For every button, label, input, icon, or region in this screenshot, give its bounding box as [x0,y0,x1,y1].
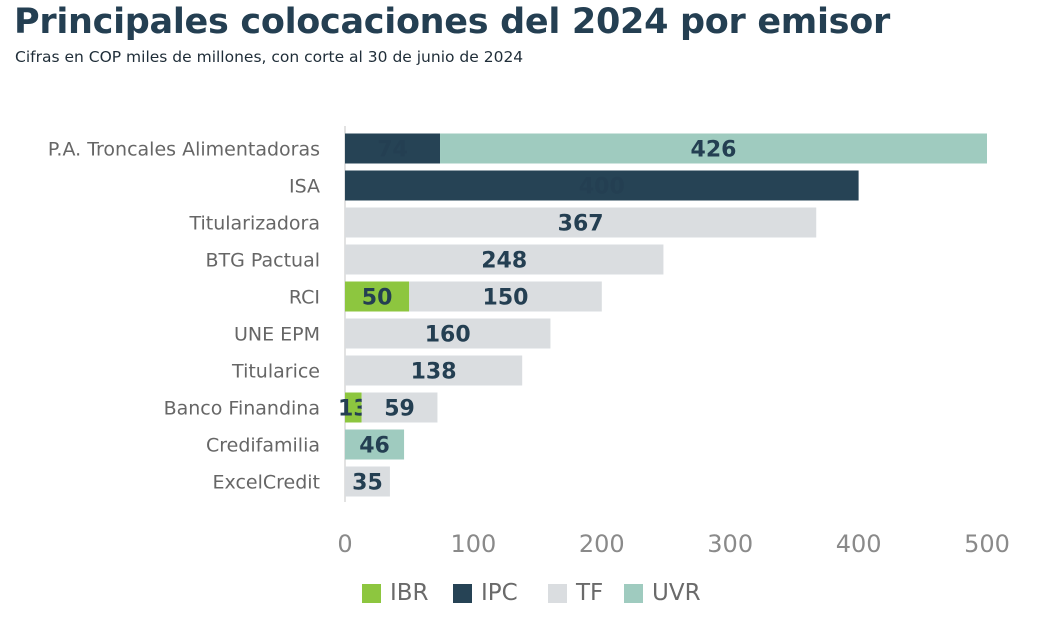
x-tick-label-500: 500 [964,530,1010,558]
category-label-btg-pactual: BTG Pactual [205,250,320,272]
bar-tf-titularice [345,355,523,386]
legend-label-ibr: IBR [390,580,429,606]
data-label-uvr-credifamilia: 46 [359,434,390,459]
legend-swatch-ibr [362,583,381,603]
x-tick-label-200: 200 [579,530,625,558]
bar-ibr-banco-finandina [345,392,362,423]
data-label-tf-une-epm: 160 [425,323,471,348]
category-label-credifamilia: Credifamilia [206,435,320,457]
bar-tf-banco-finandina [361,392,438,423]
x-tick-label-0: 0 [337,530,352,558]
data-label-ipc-isa: 400 [579,175,625,200]
data-label-tf-excelcredit: 35 [352,471,383,496]
legend-swatch-ipc [453,583,472,603]
category-label-une-epm: UNE EPM [234,324,320,346]
data-label-ibr-rci: 50 [362,286,393,311]
legend-item-ibr: IBR [362,577,429,609]
data-label-tf-titularizadora: 367 [558,212,604,237]
bar-uvr-p-a-troncales-alimentadoras [440,133,987,164]
legend-label-ipc: IPC [481,580,518,606]
legend-item-tf: TF [548,577,603,609]
legend-swatch-tf [548,583,567,603]
category-label-excelcredit: ExcelCredit [213,472,320,494]
bar-tf-rci [409,281,602,312]
x-tick-label-400: 400 [836,530,882,558]
chart-subtitle: Cifras en COP miles de millones, con cor… [15,48,524,66]
category-label-banco-finandina: Banco Finandina [164,398,320,420]
category-label-isa: ISA [289,176,320,198]
category-label-rci: RCI [289,287,320,309]
bar-ipc-p-a-troncales-alimentadoras [345,133,441,164]
bar-tf-btg-pactual [345,244,664,275]
data-label-ipc-p-a-troncales-alimentadoras: 74 [377,138,408,163]
legend-item-ipc: IPC [453,577,518,609]
data-label-tf-btg-pactual: 248 [481,249,527,274]
bar-ibr-rci [345,281,410,312]
legend-label-tf: TF [576,580,604,606]
chart-legend: IBR IPC TF UVR [0,577,1038,609]
data-label-uvr-p-a-troncales-alimentadoras: 426 [691,138,737,163]
data-label-tf-banco-finandina: 59 [384,397,415,422]
bar-tf-excelcredit [345,466,390,497]
bar-ipc-isa [345,170,859,201]
legend-swatch-uvr [624,583,643,603]
category-label-titularizadora: Titularizadora [188,213,320,235]
bar-tf-une-epm [345,318,551,349]
data-label-tf-rci: 150 [483,286,529,311]
data-label-tf-titularice: 138 [411,360,457,385]
category-label-p-a-troncales-alimentadoras: P.A. Troncales Alimentadoras [48,139,320,161]
category-label-titularice: Titularice [231,361,320,383]
legend-item-uvr: UVR [624,577,701,609]
x-tick-label-100: 100 [450,530,496,558]
bar-uvr-credifamilia [345,429,405,460]
bar-chart: P.A. Troncales Alimentadoras 74 426 ISA 400 T… [48,126,1010,558]
bar-tf-titularizadora [345,207,817,238]
chart-title: Principales colocaciones del 2024 por em… [14,2,890,42]
x-tick-label-300: 300 [707,530,753,558]
legend-label-uvr: UVR [652,580,701,606]
